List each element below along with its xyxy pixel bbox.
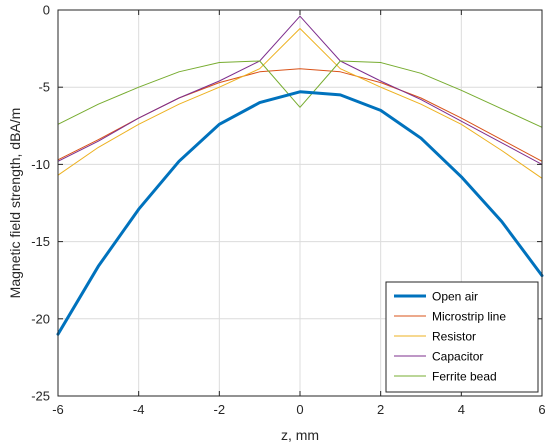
x-tick-label: 6 (538, 402, 545, 417)
y-tick-label: -10 (31, 157, 50, 172)
series-line-resistor (57, 28, 543, 179)
legend-box (385, 281, 539, 393)
axis-ticks: -6 -4 -2 0 2 4 60-5-10-15-20-25 (31, 3, 545, 418)
x-tick-label: 0 (296, 402, 303, 417)
x-tick-label: -4 (133, 402, 145, 417)
y-axis-label: Magnetic field strength, dBA/m (7, 108, 23, 299)
y-tick-label: 0 (43, 3, 50, 18)
legend-label-ferrite-bead: Ferrite bead (432, 370, 497, 384)
y-tick-label: -5 (38, 80, 50, 95)
series-line-open-air (56, 90, 544, 336)
x-tick-label: -6 (52, 402, 64, 417)
y-tick-label: -20 (31, 311, 50, 326)
legend: Open air Microstrip line Resistor Capacitor… (385, 281, 539, 393)
series-line-ferrite-bead (57, 60, 543, 128)
x-tick-label: 4 (458, 402, 465, 417)
series-layer (56, 15, 544, 336)
x-tick-label: 2 (377, 402, 384, 417)
legend-label-microstrip-line: Microstrip line (432, 310, 506, 324)
series-line-capacitor (57, 15, 543, 165)
y-tick-label: -15 (31, 234, 50, 249)
legend-label-open-air: Open air (432, 290, 478, 304)
x-tick-label: -2 (214, 402, 226, 417)
legend-label-resistor: Resistor (432, 330, 476, 344)
y-tick-label: -25 (31, 389, 50, 404)
legend-label-capacitor: Capacitor (432, 350, 483, 364)
x-axis-label: z, mm (281, 427, 319, 443)
